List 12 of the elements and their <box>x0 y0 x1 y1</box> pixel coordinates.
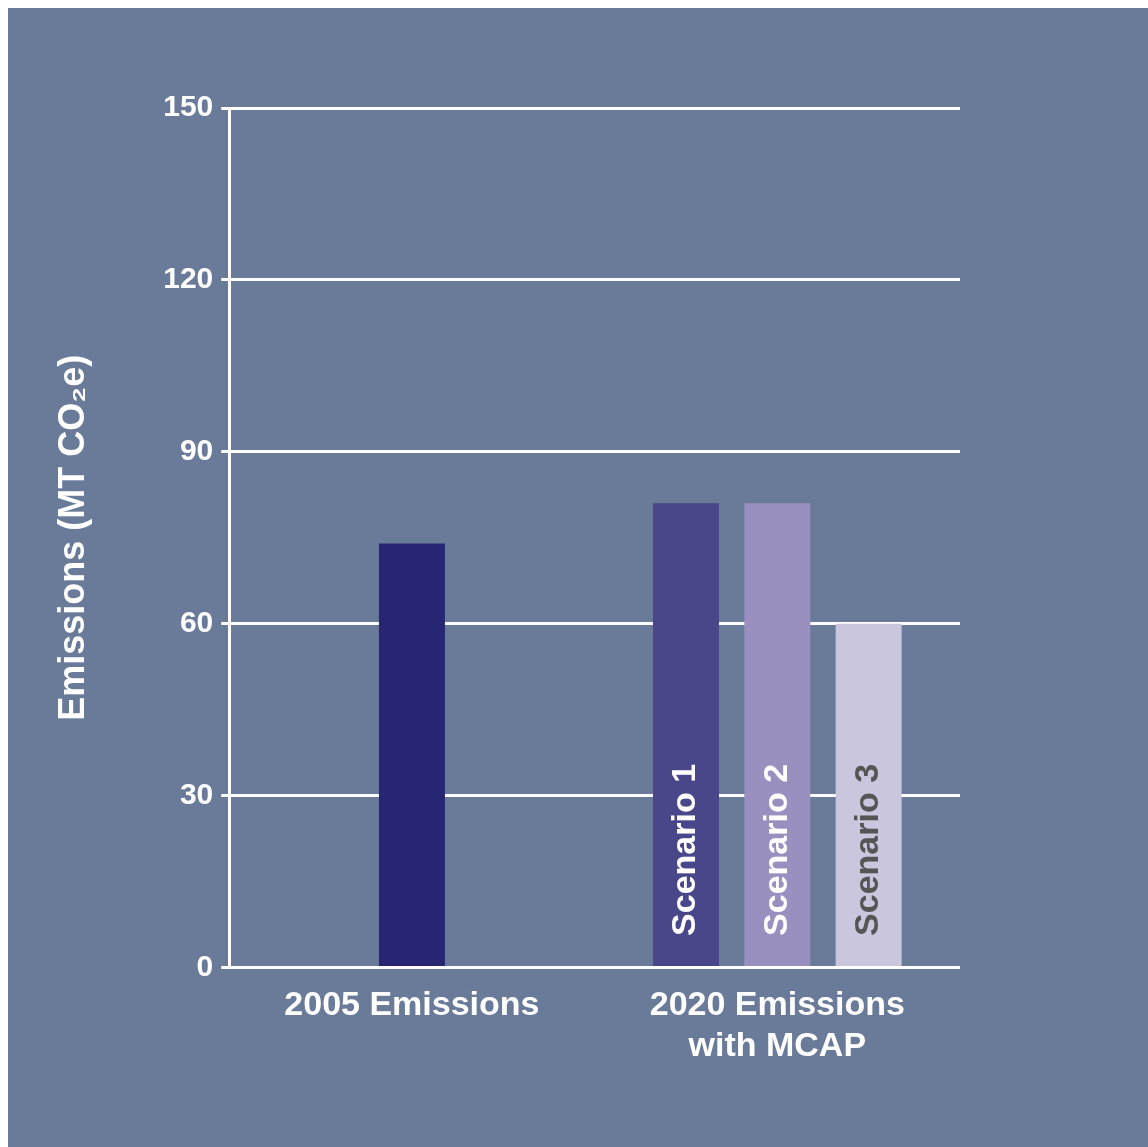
x-tick-label: 2005 Emissions <box>284 984 540 1023</box>
y-tick-label: 60 <box>179 604 214 638</box>
y-tick-label: 30 <box>179 776 214 810</box>
y-tick-label: 0 <box>196 948 214 982</box>
y-tick-label: 120 <box>163 261 214 295</box>
y-tick-label: 150 <box>163 89 214 123</box>
y-axis-title: Emissions (MT CO₂e) <box>50 354 92 721</box>
series-label: Scenario 3 <box>847 763 886 936</box>
series-label: Scenario 2 <box>755 763 794 936</box>
x-tick-label: 2020 Emissions with MCAP <box>649 984 905 1063</box>
y-tick-label: 90 <box>179 433 214 467</box>
series-label: Scenario 1 <box>664 763 703 936</box>
